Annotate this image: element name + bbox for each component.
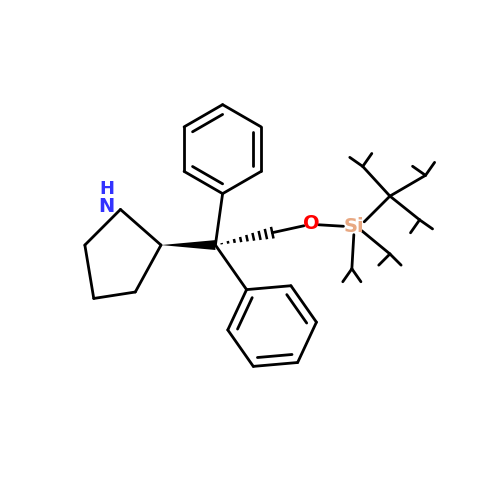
Text: H: H	[99, 180, 114, 198]
Text: N: N	[98, 198, 114, 216]
Text: O: O	[302, 214, 319, 234]
Polygon shape	[161, 240, 216, 250]
Text: Si: Si	[344, 218, 364, 236]
